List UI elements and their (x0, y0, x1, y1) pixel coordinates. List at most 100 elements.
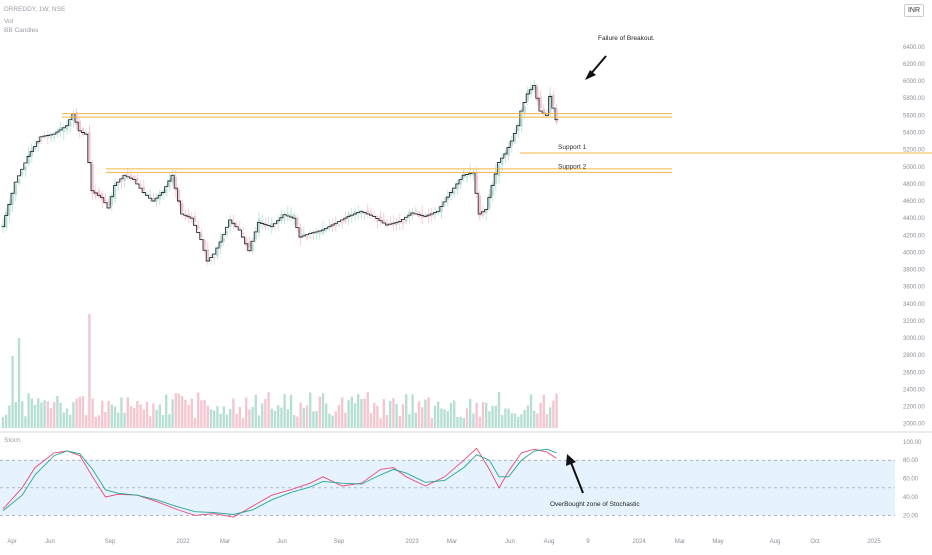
candle-body (305, 236, 309, 239)
volume-bar (158, 404, 161, 428)
candle-body (40, 140, 43, 142)
y-tick-label: 3000.00 (903, 336, 925, 342)
volume-bar (37, 398, 40, 428)
stoch-d-line (2, 448, 557, 515)
volume-bar (382, 399, 385, 428)
volume-bar (331, 415, 334, 428)
candle-body (107, 202, 110, 206)
candle-body (337, 224, 341, 226)
volume-bar (104, 412, 107, 428)
volume-bar (197, 392, 200, 428)
volume-bar (405, 394, 408, 428)
volume-bar (101, 400, 104, 428)
volume-bar (14, 402, 17, 428)
stoch-y-tick-label: 20.00 (903, 513, 919, 519)
candle-body (129, 174, 133, 179)
support-level-label: Support 1 (558, 144, 587, 151)
candle-body (174, 177, 177, 191)
volume-bar (277, 405, 280, 428)
candle-body (369, 212, 373, 216)
candle-body (1, 224, 5, 226)
volume-bar (149, 416, 152, 428)
candle-body (117, 184, 120, 186)
volume-bar (433, 405, 437, 428)
volume-bar (337, 405, 341, 428)
candle-body (510, 141, 513, 146)
volume-bar (443, 409, 446, 428)
symbol-title: DRREDDY, 1W, NSE (4, 6, 66, 13)
volume-bar (85, 415, 88, 428)
x-tick-label: Jun (505, 539, 515, 545)
volume-bar (203, 399, 206, 428)
stoch-annotation-arrow (569, 459, 584, 494)
candle-body (200, 233, 203, 238)
volume-bar (469, 398, 472, 428)
y-tick-label: 3200.00 (903, 319, 925, 325)
candle-body (433, 211, 437, 216)
candle-body (542, 108, 545, 113)
candle-body (321, 228, 325, 234)
volume-bar (59, 402, 62, 428)
volume-bar (168, 414, 171, 428)
volume-bar (523, 409, 526, 428)
stoch-annotation-arrowhead (566, 454, 576, 466)
volume-bar (430, 418, 433, 428)
candle-body (485, 210, 488, 214)
volume-bar (286, 409, 289, 428)
volume-bar (40, 402, 43, 428)
volume-bar (424, 399, 427, 428)
candle-body (69, 121, 72, 127)
candle-body (529, 87, 533, 95)
bb-candles-label: BB Candles (4, 27, 39, 34)
volume-bar (200, 400, 203, 428)
volume-bar (33, 404, 37, 428)
x-tick-label: Aug (544, 539, 555, 545)
volume-bar (193, 417, 197, 428)
volume-bar (142, 409, 145, 428)
stoch-y-tick-label: 80.00 (903, 458, 919, 464)
y-tick-label: 6400.00 (903, 45, 925, 51)
candle-body (261, 220, 264, 225)
volume-bar (46, 401, 49, 428)
candle-body (293, 214, 296, 219)
volume-bar (539, 402, 542, 428)
candle-body (139, 184, 142, 186)
volume-bar (417, 401, 421, 428)
volume-bar (165, 394, 168, 428)
candle-body (357, 212, 360, 214)
volume-bar (395, 403, 398, 428)
candle-body (248, 241, 251, 248)
volume-bar (24, 416, 27, 428)
volume-bar (296, 416, 299, 428)
candle-body (53, 136, 56, 138)
candle-body (366, 210, 369, 213)
volume-bar (552, 400, 555, 428)
candle-body (97, 190, 101, 198)
volume-bar (155, 409, 158, 428)
volume-bar (241, 418, 245, 428)
volume-bar (456, 416, 459, 428)
volume-bar (510, 413, 513, 428)
volume-bar (49, 408, 53, 428)
volume-bar (453, 400, 456, 428)
candle-body (24, 166, 27, 171)
volume-bar (235, 413, 238, 428)
candle-body (341, 222, 344, 224)
volume-bar (472, 413, 475, 428)
x-tick-label: Apr (7, 539, 16, 545)
candle-body (411, 214, 414, 216)
volume-bar (248, 409, 251, 428)
candle-body (120, 179, 123, 182)
candle-body (350, 214, 353, 217)
volume-bar (283, 393, 286, 428)
currency-badge[interactable]: INR (904, 4, 924, 17)
candle-body (241, 232, 245, 234)
candle-body (165, 188, 168, 194)
candle-body (168, 179, 171, 187)
volume-bar (501, 415, 504, 428)
volume-bar (97, 415, 101, 428)
candle-body (430, 213, 433, 217)
volume-bar (321, 393, 325, 428)
